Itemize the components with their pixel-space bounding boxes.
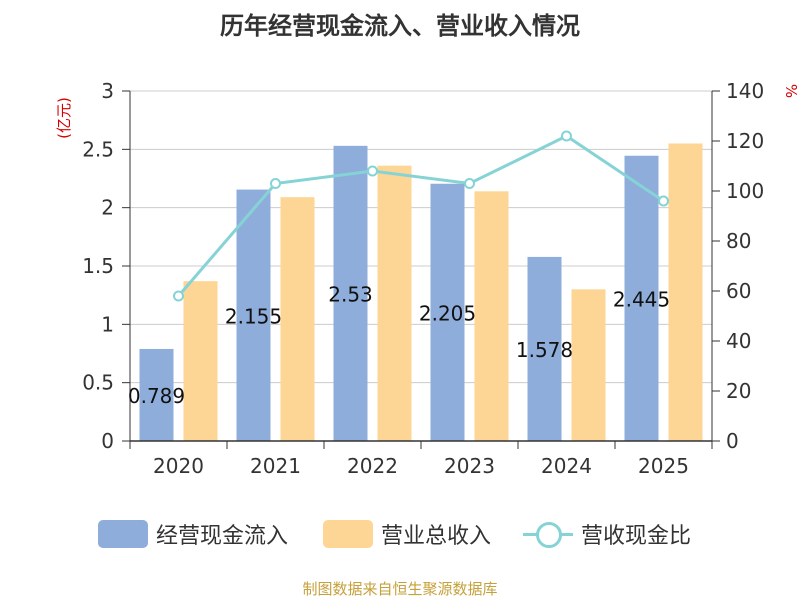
legend-label-cash-inflow: 经营现金流入 [156,524,289,549]
bar-revenue [668,143,703,441]
left-tick-label: 2 [101,196,114,220]
bar-revenue [280,197,315,441]
source-note: 制图数据来自恒生聚源数据库 [302,580,498,598]
bar-cash-inflow [430,183,465,441]
data-label-cash-inflow: 1.578 [516,338,573,362]
line-point-ratio [464,178,475,189]
x-tick-label: 2025 [638,454,689,478]
right-tick-label: 120 [726,129,764,153]
left-tick-label: 1.5 [82,254,114,278]
bar-cash-inflow [527,256,562,441]
data-label-cash-inflow: 0.789 [128,384,185,408]
data-label-cash-inflow: 2.445 [613,287,670,311]
bar-revenue [474,191,509,441]
bars [139,143,703,442]
x-tick-label: 2020 [153,454,204,478]
left-tick-label: 0 [101,429,114,453]
data-label-cash-inflow: 2.53 [328,282,373,306]
line-point-ratio [270,178,281,189]
bar-cash-inflow [333,145,368,442]
right-tick-label: 60 [726,279,751,303]
data-labels: 0.789 2.155 2.53 2.205 1.578 2.445 [128,282,670,408]
bar-cash-inflow [624,155,659,441]
right-tick-label: 0 [726,429,739,453]
line-series [173,130,669,302]
data-label-cash-inflow: 2.205 [419,301,476,325]
line-point-ratio [367,165,378,177]
bar-revenue [183,281,218,441]
left-tick-label: 2.5 [82,137,114,161]
gridlines [130,90,712,384]
legend-item-cash-inflow[interactable]: 经营现金流入 [98,516,288,552]
bar-cash-inflow [236,189,271,441]
right-tick-label: 80 [726,229,751,253]
right-axis-unit: % [782,84,800,98]
right-tick-label: 140 [726,79,764,103]
x-tick-label: 2023 [444,454,495,478]
legend-swatch-ratio [523,520,573,548]
data-label-cash-inflow: 2.155 [225,304,282,328]
x-tick-label: 2022 [347,454,398,478]
x-tick-label: 2024 [541,454,592,478]
line-ratio [177,134,665,297]
bar-revenue [377,165,412,441]
legend: 经营现金流入 营业总收入 营收现金比 [0,516,800,552]
axes: 00.511.522.53020406080100120140(亿元)%2020… [55,79,800,478]
left-axis-unit: (亿元) [55,97,73,139]
left-tick-label: 3 [101,79,114,103]
bar-cash-inflow [139,348,174,441]
legend-label-ratio: 营收现金比 [581,524,692,549]
right-tick-label: 100 [726,179,764,203]
right-tick-label: 40 [726,329,751,353]
bar-revenue [571,289,606,441]
left-tick-label: 1 [101,312,114,336]
line-point-ratio [561,130,572,142]
left-tick-label: 0.5 [82,371,114,395]
legend-item-ratio[interactable]: 营收现金比 [523,516,691,552]
legend-swatch-revenue [323,520,373,548]
chart-title: 历年经营现金流入、营业收入情况 [220,12,580,40]
line-point-ratio [658,195,669,207]
legend-item-revenue[interactable]: 营业总收入 [323,516,491,552]
right-tick-label: 20 [726,379,751,403]
legend-swatch-cash-inflow [98,520,148,548]
x-tick-label: 2021 [250,454,301,478]
line-point-ratio [173,290,184,302]
legend-label-revenue: 营业总收入 [381,524,492,549]
